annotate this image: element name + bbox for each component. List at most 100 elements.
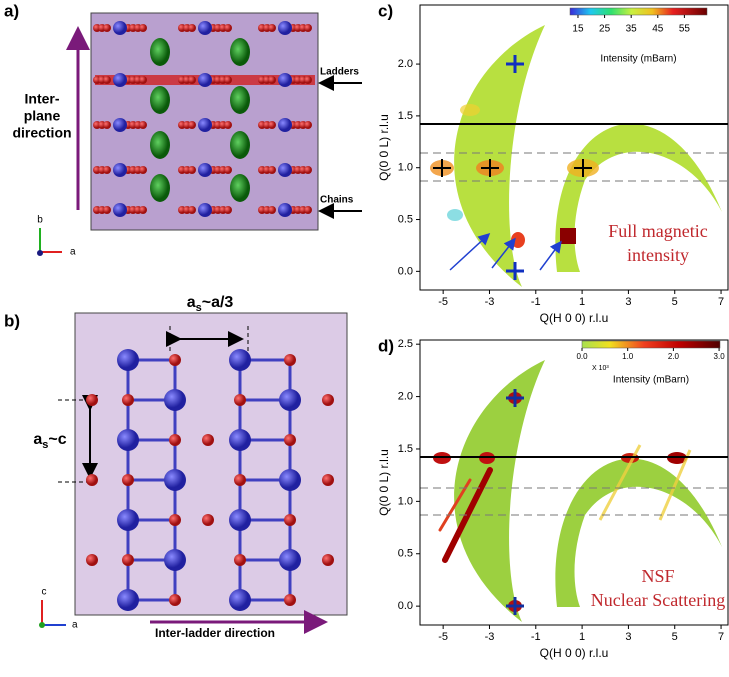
x-tick-label: -3 [485,296,495,308]
atom-cu [198,163,212,177]
atom-cu [198,73,212,87]
colorbar-label: Intensity (mBarn) [613,375,689,386]
x-tick-label: -5 [438,631,448,643]
atom-cu [117,429,139,451]
atom-o [224,166,232,174]
lattice [86,349,334,611]
atom-o [234,474,246,486]
atom-cu [113,21,127,35]
atom-o [284,594,296,606]
y-axis-label: Q(0 0 L) r.l.u [377,114,391,181]
atom-cu [279,469,301,491]
cross-marker [506,55,524,280]
panel-c: c) Full magnetic intensity -5 -3 -1 1 3 5 70.0… [377,1,729,325]
spacing-label: as~a/3 [187,294,234,314]
atom-sr [150,86,170,114]
atom-cu [278,163,292,177]
map-region [454,360,545,622]
colorbar-tick-label: 25 [599,24,611,35]
spacing-label: as~c [33,431,66,451]
plot-frame [419,4,729,291]
y-tick-label: 1.5 [398,443,413,455]
atom-o [188,76,196,84]
annotation: Nuclear Scattering [591,590,725,610]
atom-o [304,76,312,84]
atom-o [139,166,147,174]
y-tick-label: 1.0 [398,162,413,174]
atom-o [169,434,181,446]
x-tick-label: -5 [438,296,448,308]
axis-origin [39,622,45,628]
atom-cu [279,389,301,411]
atom-o [103,206,111,214]
x-tick-label: 5 [672,631,678,643]
atom-cu [278,73,292,87]
pointer-arrow [491,237,516,269]
atom-o [86,394,98,406]
atom-cu [279,549,301,571]
map-region [555,458,722,607]
ladders-label: Ladders [320,67,359,78]
x-axis-label: Q(H 0 0) r.l.u [540,311,609,325]
colorbar-tick-label: 0.0 [576,352,588,361]
direction-label: Inter-ladder direction [155,626,275,640]
atom-cu [278,21,292,35]
y-tick-label: 0.5 [398,548,413,560]
atom-o [122,394,134,406]
atom-cu [117,349,139,371]
atom-o [284,434,296,446]
colorbar-multiplier: X 10³ [592,365,609,372]
atom-o [284,514,296,526]
annotation: intensity [627,245,689,265]
y-tick-label: 0.0 [398,265,413,277]
x-tick-label: 1 [579,296,585,308]
atom-cu [229,349,251,371]
colorbar-tick-label: 45 [652,24,664,35]
axis-label: a [70,247,76,258]
atom-o [224,24,232,32]
atom-o [188,206,196,214]
atom-o [188,166,196,174]
atom-sr [150,131,170,159]
y-axis-label: Q(0 0 L) r.l.u [377,449,391,516]
atom-sr [230,131,250,159]
panel-a: a) Inter- plane direction Ladders Chains… [4,1,362,258]
atom-o [139,121,147,129]
x-tick-label: 3 [625,631,631,643]
atom-o [322,554,334,566]
atom-o [224,121,232,129]
panel-d: d) NSF Nuclear Scattering -5 -3 -1 1 3 5 7 0.0 0… [377,336,729,660]
y-tick-label: 0.0 [398,600,413,612]
atom-o [188,121,196,129]
atom-cu [229,509,251,531]
atom-sr [230,86,250,114]
map-region [454,25,545,287]
atom-o [86,474,98,486]
atom-cu [113,163,127,177]
chains-label: Chains [320,195,354,206]
colorbar-tick-label: 55 [679,24,691,35]
colorbar-tick-label: 15 [572,24,584,35]
atom-o [322,394,334,406]
atom-cu [113,203,127,217]
x-axis-label: Q(H 0 0) r.l.u [540,646,609,660]
atom-o [304,24,312,32]
atom-o [103,76,111,84]
x-tick-label: 1 [579,631,585,643]
panel-label: b) [4,311,20,330]
atom-o [224,76,232,84]
atom-o [139,24,147,32]
colorbar [569,7,708,16]
y-tick-label: 1.5 [398,110,413,122]
atom-cu [278,118,292,132]
y-tick-label: 0.5 [398,213,413,225]
annotation: NSF [641,566,674,586]
atom-o [103,24,111,32]
panel-b: b) as~a/3 as~c Inter-ladder direction c … [4,294,348,640]
atom-cu [164,469,186,491]
pointer-arrow [539,240,562,271]
colorbar-tick-label: 1.0 [622,352,634,361]
atom-cu [113,118,127,132]
atom-cu [164,389,186,411]
y-tick-label: 2.5 [398,338,413,350]
